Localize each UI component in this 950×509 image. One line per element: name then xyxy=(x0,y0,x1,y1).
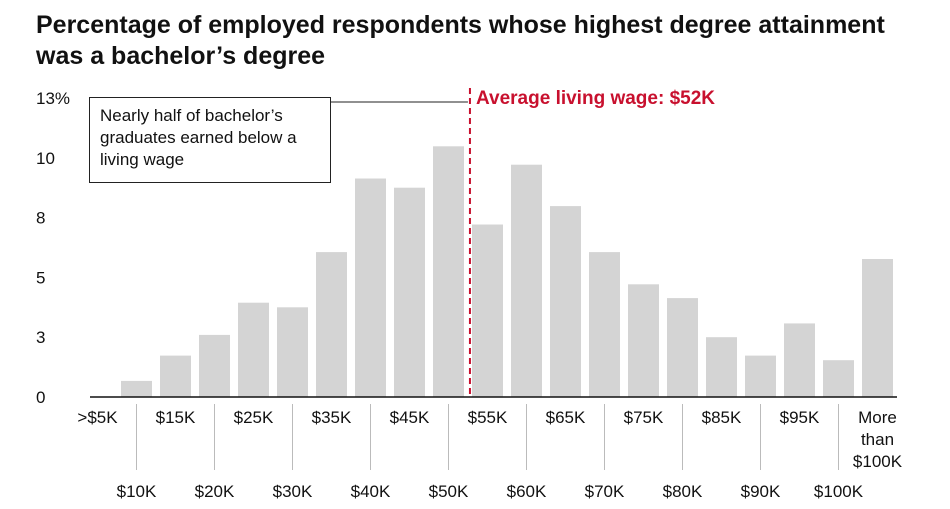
living-wage-label: Average living wage: $52K xyxy=(476,88,716,109)
bar xyxy=(472,224,503,397)
x-axis: >$5K $15K $25K $35K $45K $55K $65K $75K $85K $95K… xyxy=(77,396,903,501)
bar xyxy=(433,146,464,397)
reference-line-group xyxy=(331,88,471,397)
bar xyxy=(355,178,386,397)
x-tick-label: $40K xyxy=(351,482,391,501)
x-tick-label: $80K xyxy=(663,482,703,501)
x-tick-label: $15K xyxy=(156,408,196,427)
y-tick-label: 10 xyxy=(36,149,55,168)
bar xyxy=(394,187,425,397)
x-tick-label: $30K xyxy=(273,482,313,501)
x-tick-label: >$5K xyxy=(77,408,118,427)
x-tick-label: $100K xyxy=(853,452,903,471)
bar xyxy=(238,302,269,397)
annotation-callout: Nearly half of bachelor’s graduates earn… xyxy=(89,97,331,183)
bar xyxy=(628,284,659,397)
y-tick-label: 5 xyxy=(36,268,45,287)
bar xyxy=(862,259,893,397)
x-tick-label: More xyxy=(858,408,897,427)
x-tick-label: $55K xyxy=(468,408,508,427)
x-tick-label: $65K xyxy=(546,408,586,427)
bar xyxy=(745,355,776,397)
x-tick-label: $70K xyxy=(585,482,625,501)
x-tick-label: $45K xyxy=(390,408,430,427)
chart-title: Percentage of employed respondents whose… xyxy=(36,11,885,70)
y-tick-label: 0 xyxy=(36,388,45,407)
bar xyxy=(706,337,737,397)
x-tick-label: $85K xyxy=(702,408,742,427)
x-tick-label: $50K xyxy=(429,482,469,501)
bar xyxy=(277,307,308,397)
x-tick-label: $35K xyxy=(312,408,352,427)
x-tick-label: $75K xyxy=(624,408,664,427)
bar xyxy=(121,380,152,397)
bar xyxy=(316,252,347,397)
bar xyxy=(160,355,191,397)
x-tick-label: $95K xyxy=(780,408,820,427)
y-tick-label: 8 xyxy=(36,209,45,228)
x-tick-label: $90K xyxy=(741,482,781,501)
x-tick-label: $100K xyxy=(814,482,864,501)
bar xyxy=(823,360,854,397)
bar xyxy=(667,298,698,397)
y-tick-label: 3 xyxy=(36,328,45,347)
y-axis: 0 3 5 8 10 13% xyxy=(36,89,70,407)
y-tick-label: 13% xyxy=(36,89,70,108)
x-tick-label: $10K xyxy=(117,482,157,501)
bars xyxy=(121,146,893,397)
x-tick-label: than xyxy=(861,430,894,449)
x-tick-label: $25K xyxy=(234,408,274,427)
bar xyxy=(784,323,815,397)
bar xyxy=(511,164,542,397)
x-tick-label: $20K xyxy=(195,482,235,501)
bar xyxy=(199,334,230,397)
bar xyxy=(589,252,620,397)
x-tick-label: $60K xyxy=(507,482,547,501)
bar xyxy=(550,206,581,397)
